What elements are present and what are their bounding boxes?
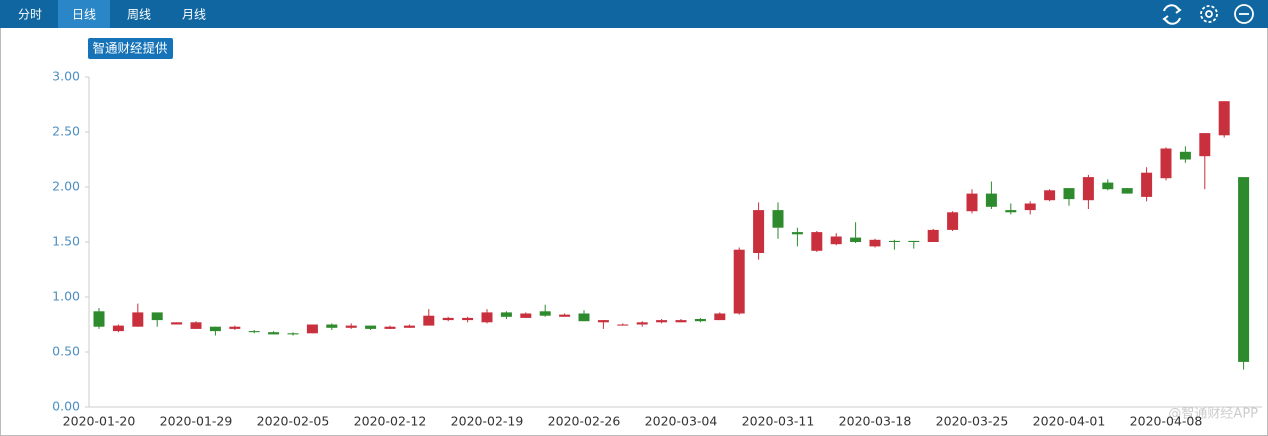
candle-body: [326, 324, 338, 328]
candle-body: [1063, 188, 1075, 200]
candle-body: [268, 332, 280, 335]
candle-body: [830, 236, 842, 245]
candle-body: [888, 240, 900, 242]
candle-body: [229, 326, 241, 329]
candle-body: [171, 322, 183, 325]
candle-body: [1005, 210, 1017, 213]
tab[interactable]: 月线: [182, 8, 206, 22]
x-tick-label: 2020-02-19: [451, 414, 524, 429]
candle-body: [869, 239, 881, 247]
y-tick-label: 3.00: [52, 69, 80, 84]
candle-body: [1141, 172, 1153, 197]
candle-body: [132, 312, 144, 327]
toolbar: [0, 0, 1268, 28]
candle-body: [675, 320, 687, 323]
candle-body: [365, 325, 377, 329]
y-tick-label: 1.50: [52, 234, 80, 249]
badge: 智通财经提供: [92, 41, 167, 56]
candle-body: [947, 212, 959, 230]
y-tick-label: 1.00: [52, 289, 80, 304]
candle-body: [791, 232, 803, 235]
candle-body: [1199, 133, 1211, 157]
watermark: @智通财经APP: [1168, 407, 1258, 422]
x-tick-label: 2020-04-08: [1130, 414, 1203, 429]
candle-body: [927, 229, 939, 242]
candle-body: [1082, 177, 1094, 201]
tab[interactable]: 分时: [18, 8, 42, 22]
candle-body: [1121, 188, 1133, 194]
candle-body: [1044, 190, 1056, 201]
candle-body: [811, 232, 823, 251]
y-tick-label: 0.50: [52, 344, 80, 359]
candle-body: [733, 249, 745, 314]
x-tick-label: 2020-01-20: [63, 414, 136, 429]
candle-body: [248, 331, 260, 333]
candle-body: [93, 311, 105, 327]
candle-body: [597, 320, 609, 323]
candle-body: [1179, 151, 1191, 160]
x-tick-label: 2020-02-05: [257, 414, 330, 429]
candle-body: [423, 315, 435, 326]
candle-body: [966, 193, 978, 212]
candle-body: [1102, 182, 1114, 190]
candle-body: [462, 317, 474, 321]
x-tick-label: 2020-02-12: [354, 414, 427, 429]
candle-body: [112, 325, 124, 332]
x-tick-label: 2020-03-11: [742, 414, 815, 429]
y-tick-label: 0.00: [52, 399, 80, 414]
candle-body: [403, 325, 415, 328]
candle-body: [209, 326, 221, 332]
candle-body: [151, 312, 163, 321]
x-tick-label: 2020-01-29: [160, 414, 233, 429]
candle-body: [190, 322, 202, 329]
minimize-icon[interactable]: [1234, 4, 1254, 24]
candle-body: [384, 326, 396, 329]
candle-body: [850, 237, 862, 242]
candle-body: [306, 324, 318, 334]
x-tick-label: 2020-03-18: [839, 414, 912, 429]
x-tick-label: 2020-04-01: [1033, 414, 1106, 429]
candle-body: [559, 314, 571, 317]
settings-icon[interactable]: [1200, 5, 1218, 23]
candle-body: [656, 320, 668, 323]
candle-body: [578, 313, 590, 322]
candle-body: [520, 313, 532, 318]
candle-body: [617, 324, 629, 326]
candle-body: [1218, 101, 1230, 136]
y-tick-label: 2.00: [52, 179, 80, 194]
candle-body: [636, 322, 648, 325]
y-tick-label: 2.50: [52, 124, 80, 139]
x-tick-label: 2020-02-26: [548, 414, 621, 429]
candle-body: [500, 312, 512, 317]
candle-body: [908, 240, 920, 242]
refresh-icon[interactable]: [1162, 4, 1182, 25]
candle-body: [1160, 148, 1172, 179]
candle-body: [1024, 203, 1036, 211]
tab[interactable]: 日线: [72, 8, 96, 22]
candle-body: [539, 311, 551, 316]
candle-body: [772, 210, 784, 228]
x-tick-label: 2020-03-04: [645, 414, 718, 429]
tab[interactable]: 周线: [127, 8, 151, 22]
candle-body: [287, 333, 299, 335]
candle-body: [345, 325, 357, 328]
candle-body: [694, 319, 706, 322]
candle-body: [985, 193, 997, 207]
candle-body: [1238, 177, 1250, 362]
candle-body: [442, 317, 454, 321]
x-tick-label: 2020-03-25: [936, 414, 1009, 429]
candle-body: [753, 210, 765, 253]
badge-bg: [88, 38, 173, 59]
candle-body: [714, 313, 726, 321]
tab-selected-bg: [58, 0, 110, 28]
candle-body: [481, 312, 493, 323]
